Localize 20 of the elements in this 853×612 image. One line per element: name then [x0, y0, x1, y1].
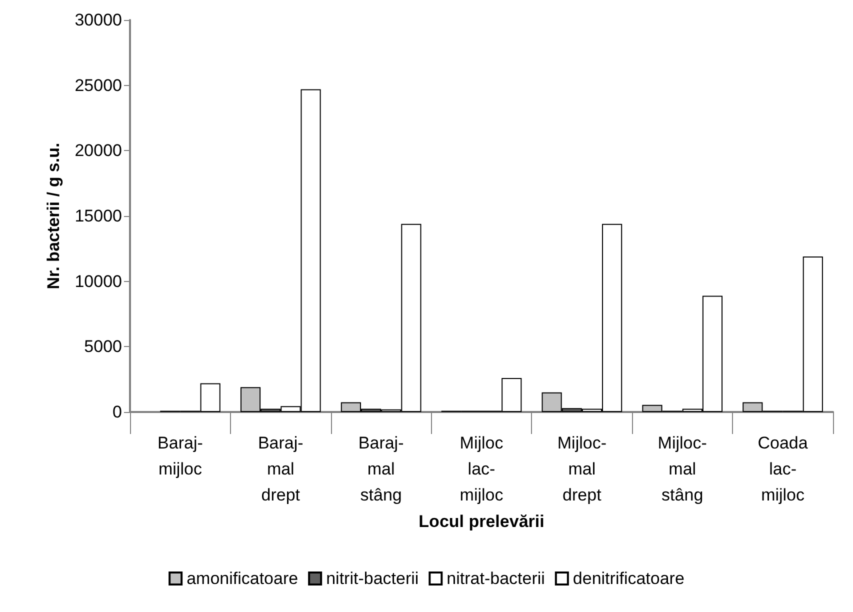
x-tick-label: Baraj- mal stâng	[358, 434, 404, 504]
y-tick-label: 10000	[74, 272, 122, 291]
legend-label: amonificatoare	[186, 569, 298, 588]
x-tick-label: Mijloc lac- mijloc	[460, 434, 504, 504]
legend-label: nitrat-bacterii	[446, 569, 545, 588]
y-axis-title: Nr. bacterii / g s.u.	[44, 142, 63, 290]
legend-label: nitrit-bacterii	[326, 569, 419, 588]
y-tick-label: 20000	[74, 141, 122, 160]
x-tick-label: Mijloc- mal stâng	[658, 434, 707, 504]
y-tick-label: 15000	[74, 206, 122, 226]
x-tick-label: Mijloc- mal drept	[557, 434, 606, 504]
y-tick-label: 30000	[74, 10, 122, 30]
legend-label: denitrificatoare	[572, 569, 684, 588]
x-tick-label: Coada lac- mijloc	[758, 434, 808, 504]
x-axis-title: Locul prelevării	[418, 512, 544, 531]
x-tick-label: Baraj- mijloc	[158, 434, 203, 478]
x-tick-label: Baraj- mal drept	[258, 434, 304, 504]
y-tick-label: 0	[112, 402, 122, 422]
y-tick-label: 5000	[84, 337, 122, 356]
y-tick-label: 25000	[74, 76, 122, 95]
